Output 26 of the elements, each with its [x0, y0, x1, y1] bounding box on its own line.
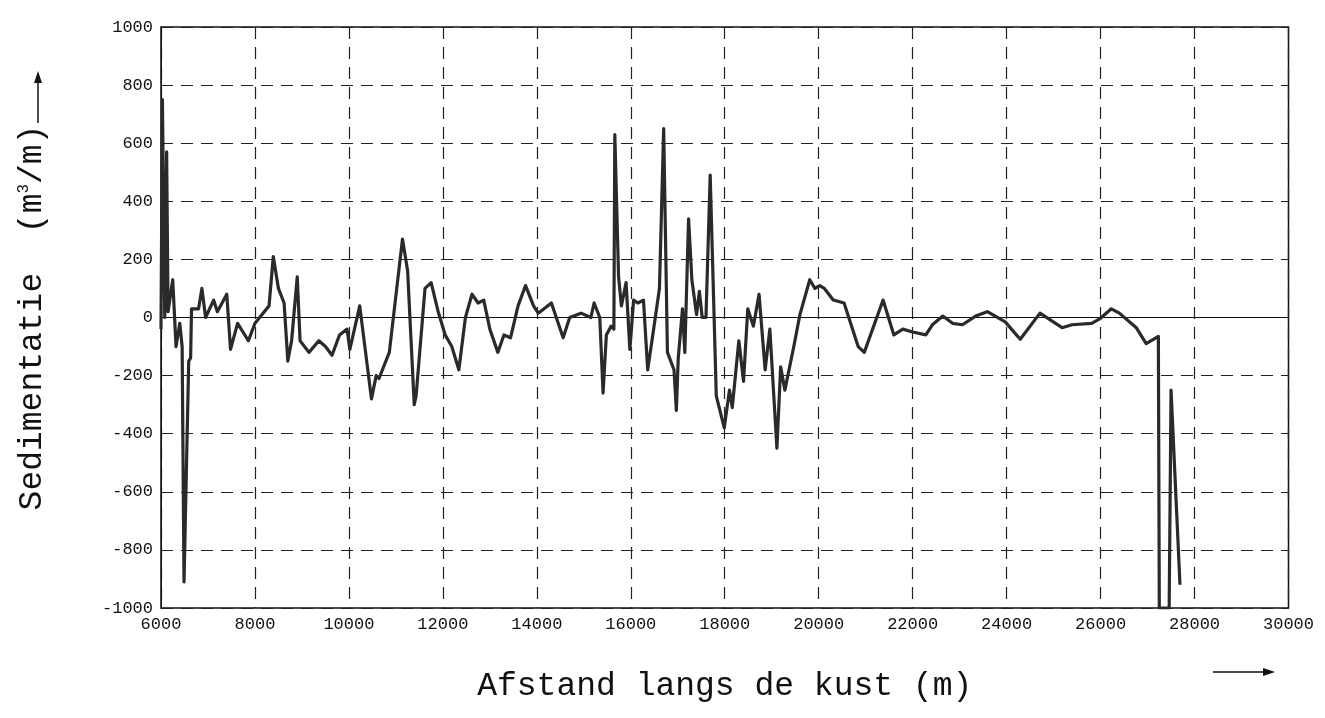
x-tick-label: 22000	[887, 615, 939, 634]
y-tick-label: -200	[112, 366, 153, 386]
y-tick-label: 0	[142, 308, 153, 327]
x-tick-label: 20000	[793, 615, 845, 634]
y-tick-label: 200	[122, 249, 153, 269]
y-tick-label: 400	[122, 191, 153, 211]
x-tick-label: 8000	[234, 615, 276, 634]
x-tick-label: 26000	[1075, 615, 1127, 634]
y-tick-label: 1000	[112, 17, 153, 37]
x-tick-label: 18000	[699, 615, 751, 634]
y-tick-label: 800	[122, 75, 153, 95]
y-tick-label: -400	[112, 424, 153, 444]
x-tick-label: 30000	[1262, 615, 1314, 634]
x-tick-label: 6000	[140, 615, 182, 634]
x-tick-label: 10000	[323, 615, 375, 634]
y-tick-label: 600	[122, 133, 153, 153]
x-tick-label: 28000	[1169, 615, 1221, 634]
y-tick-label: -1000	[101, 598, 153, 618]
y-axis-title: Sedimentatie (m3/m)	[14, 124, 51, 511]
x-tick-label: 12000	[417, 615, 469, 634]
x-tick-label: 24000	[981, 615, 1033, 634]
x-tick-label: 16000	[605, 615, 657, 634]
x-axis-title: Afstand langs de kust (m)	[477, 668, 973, 705]
y-tick-label: -600	[112, 482, 153, 502]
y-tick-label: -800	[112, 540, 153, 560]
x-tick-label: 14000	[511, 615, 563, 634]
